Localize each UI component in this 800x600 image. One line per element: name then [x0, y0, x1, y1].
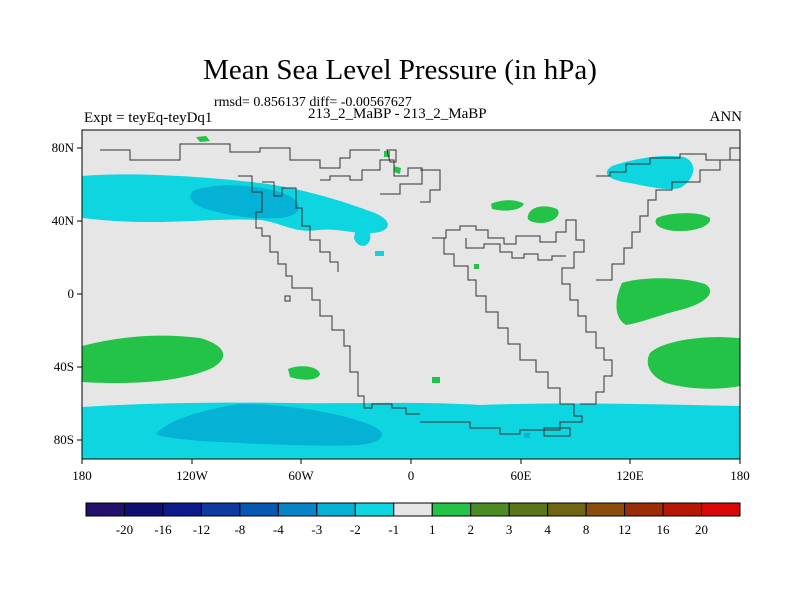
southern-ocean-blue-dot	[524, 433, 530, 438]
map-title: Mean Sea Level Pressure (in hPa)	[203, 54, 597, 86]
north-pacific-core	[190, 185, 299, 219]
north-atlantic-dot	[375, 251, 384, 256]
colorbar-swatch	[662, 502, 703, 517]
north-atlantic-patch	[354, 226, 371, 246]
colorbar-label: -8	[234, 522, 245, 537]
lon-label-180e: 180	[730, 468, 750, 483]
colorbar-label: -20	[116, 522, 133, 537]
arctic-positive-3	[394, 166, 401, 174]
colorbar-label: -3	[311, 522, 322, 537]
arabia-positive	[527, 206, 559, 223]
south-pacific-positive	[82, 335, 224, 384]
coast-eurasia-inland	[465, 238, 566, 261]
colorbar-label: 3	[506, 522, 513, 537]
coast-small-island	[284, 295, 291, 302]
lat-label-80n: 80N	[52, 140, 75, 155]
axis-ticks	[77, 147, 741, 464]
map-plot-area	[82, 130, 740, 459]
coast-north-america-west	[238, 175, 302, 289]
coast-south-america	[302, 287, 420, 415]
colorbar-label: 16	[657, 522, 671, 537]
coast-europe	[420, 169, 441, 203]
colorbar-label: -12	[193, 522, 210, 537]
colorbar-swatch	[354, 502, 395, 517]
colorbar-swatch	[393, 502, 433, 517]
colorbar-swatch	[547, 502, 587, 517]
lon-label-0: 0	[408, 468, 415, 483]
colorbar-label: 20	[695, 522, 708, 537]
season-label: ANN	[709, 109, 743, 125]
southern-ocean-core	[156, 404, 382, 446]
case-label: 213_2_MaBP - 213_2_MaBP	[308, 106, 487, 122]
lat-label-40n: 40N	[52, 213, 75, 228]
australia-south-positive	[647, 337, 740, 389]
north-africa-positive	[491, 200, 524, 211]
lat-label-80s: 80S	[54, 432, 74, 447]
tropical-pacific-west-positive	[616, 278, 711, 325]
coast-indonesia	[543, 427, 571, 437]
north-pacific-west-positive	[655, 213, 711, 232]
colorbar-label: 4	[544, 522, 551, 537]
colorbar-label: -4	[273, 522, 284, 537]
colorbar-swatch	[123, 502, 164, 517]
lon-label-120e: 120E	[616, 468, 644, 483]
colorbar-swatch	[162, 502, 202, 517]
south-atlantic-dot	[432, 377, 440, 383]
colorbar-label: -16	[154, 522, 172, 537]
colorbar-label: 1	[429, 522, 436, 537]
colorbar: -20 -16 -12 -8 -4 -3 -2 -1 1 2 3 4 8 12 16 20	[85, 502, 741, 537]
coast-arctic-north-america	[100, 143, 380, 169]
colorbar-label: 2	[467, 522, 474, 537]
stats-label: rmsd= 0.856137 diff= -0.00567627	[214, 95, 412, 110]
arctic-positive-4	[474, 264, 479, 269]
colorbar-swatch	[85, 502, 125, 517]
coast-north-america-east	[320, 159, 423, 195]
coastlines	[82, 143, 740, 459]
colorbar-label: -2	[350, 522, 361, 537]
lon-label-120w: 120W	[176, 468, 209, 483]
coast-africa-west	[420, 237, 583, 435]
coast-eurasia-south	[432, 219, 577, 245]
colorbar-label: -1	[388, 522, 399, 537]
south-atlantic-positive	[288, 366, 320, 380]
experiment-label: Expt = teyEq-teyDq1	[84, 110, 213, 126]
coast-north-america-interior	[262, 181, 339, 272]
colorbar-label: 8	[583, 522, 590, 537]
lat-label-0: 0	[68, 286, 75, 301]
colorbar-swatch	[431, 502, 472, 517]
colorbar-label: 12	[618, 522, 631, 537]
colorbar-swatch	[508, 502, 549, 517]
arctic-positive-1	[196, 136, 210, 142]
coast-siberia	[596, 147, 740, 177]
colorbar-swatch	[239, 502, 279, 517]
lat-label-40s: 40S	[54, 359, 74, 374]
lon-label-60e: 60E	[511, 468, 532, 483]
colorbar-swatch	[316, 502, 356, 517]
colorbar-swatch	[701, 502, 741, 517]
colorbar-swatch	[585, 502, 626, 517]
colorbar-swatch	[277, 502, 318, 517]
coast-africa-east	[561, 232, 613, 405]
colorbar-swatch	[624, 502, 664, 517]
lon-label-60w: 60W	[288, 468, 314, 483]
colorbar-swatch	[200, 502, 241, 517]
coast-asia-east	[596, 159, 740, 281]
coast-greenland	[386, 149, 397, 163]
colorbar-swatch	[470, 502, 510, 517]
lon-label-180w: 180	[72, 468, 92, 483]
